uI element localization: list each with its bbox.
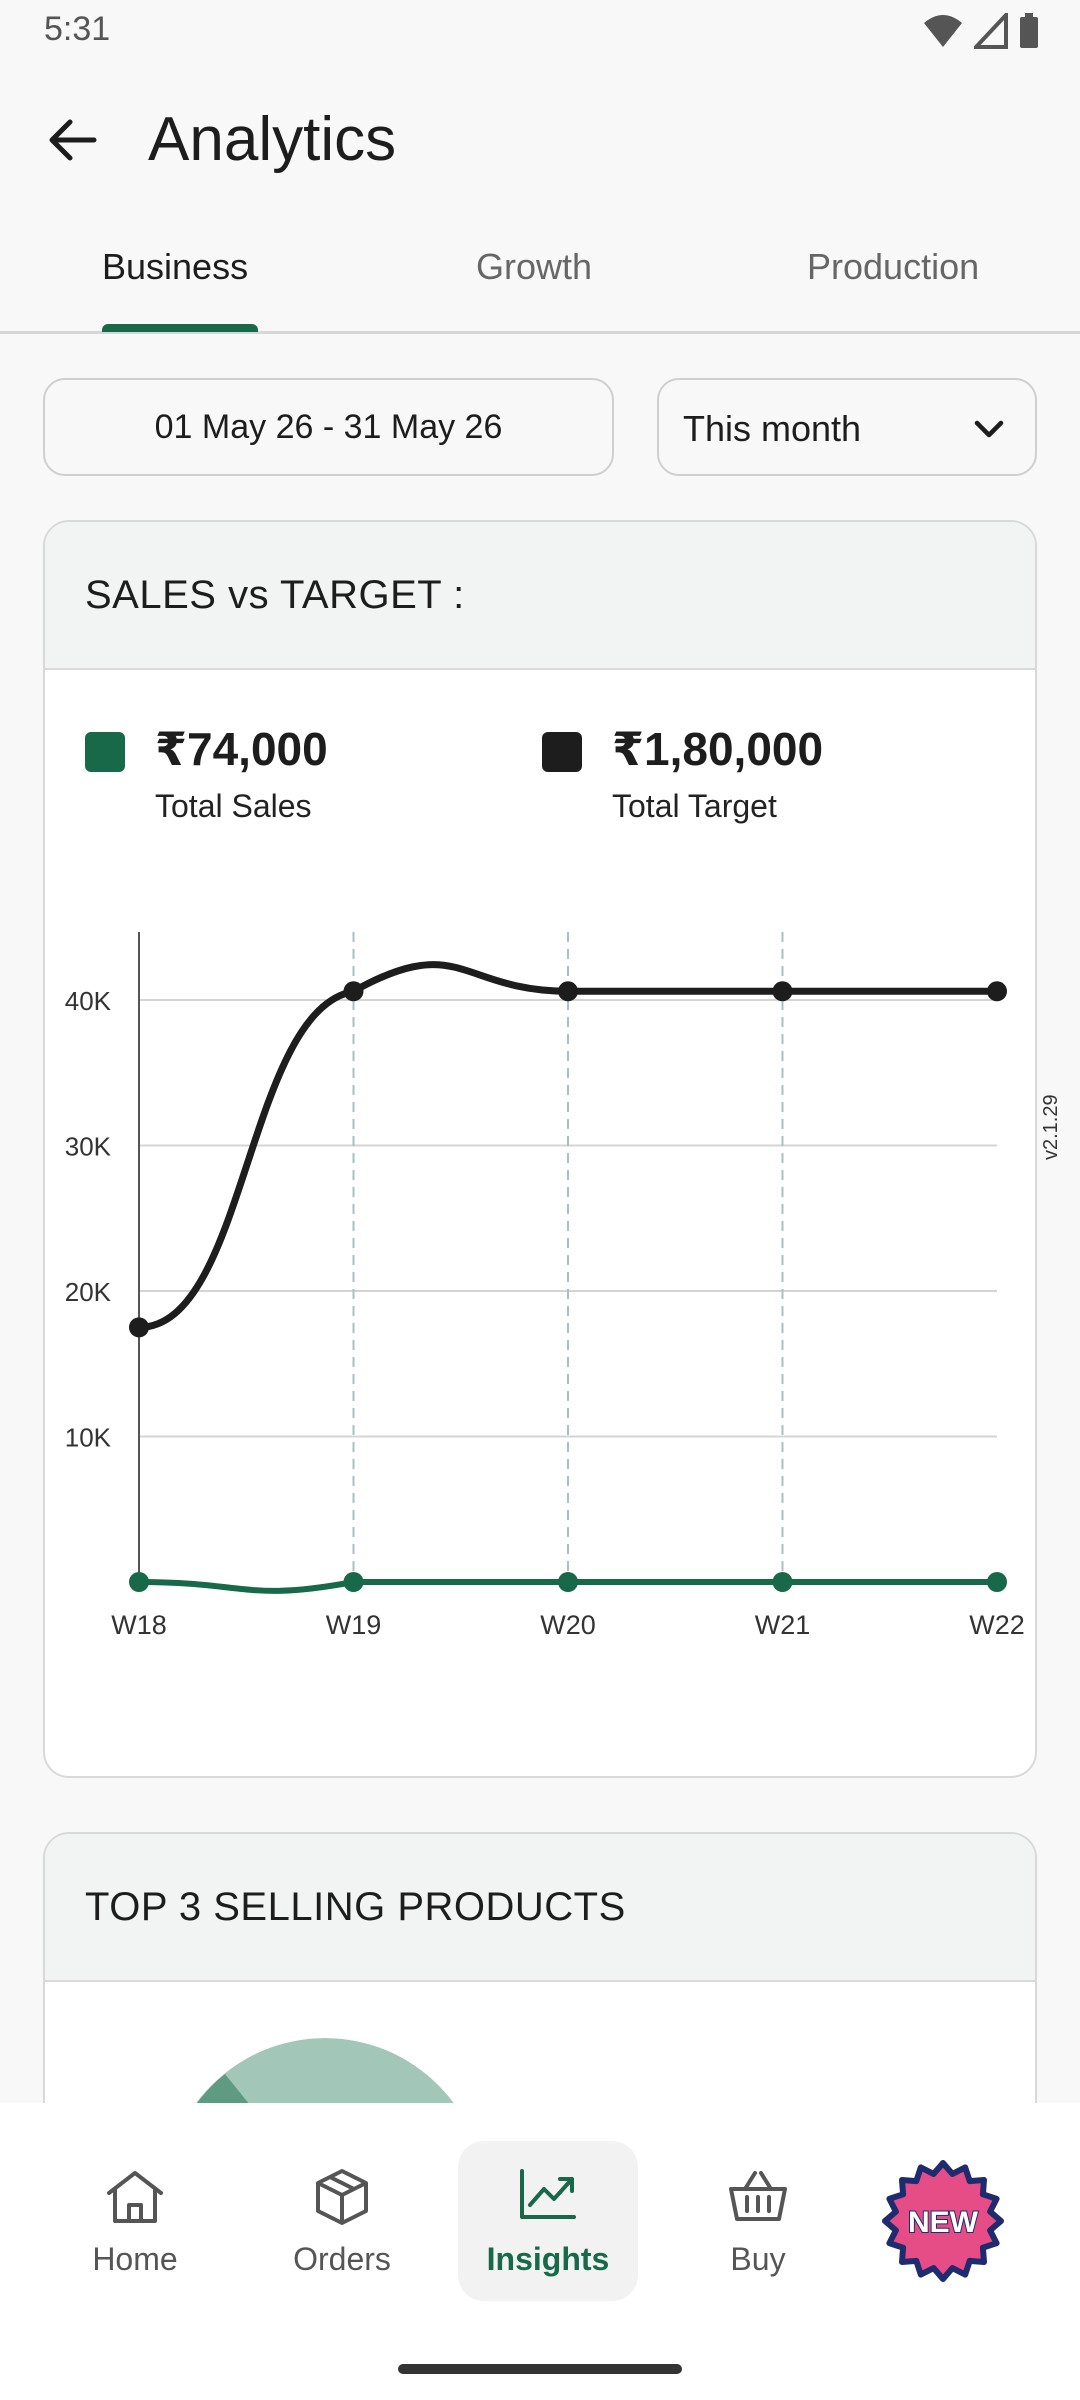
basket-icon xyxy=(729,2171,787,2221)
x-tick-label: W20 xyxy=(540,1610,596,1640)
total-target-label: Total Target xyxy=(612,788,777,824)
data-point xyxy=(343,981,364,1002)
date-range-button[interactable]: 01 May 26 - 31 May 26 xyxy=(43,378,614,476)
starburst-icon: NEW xyxy=(882,2160,1004,2282)
date-range-label: 01 May 26 - 31 May 26 xyxy=(154,407,503,446)
version-label: v2.1.29 xyxy=(1040,1094,1062,1160)
series-line xyxy=(135,961,1001,1331)
nav-orders-label: Orders xyxy=(293,2241,391,2277)
sales-target-line-chart: 10K 20K 30K 40K W18 W19 W20 W21 W22 xyxy=(65,932,1025,1640)
data-point xyxy=(558,1572,578,1592)
nav-home-label: Home xyxy=(92,2241,178,2277)
box-icon xyxy=(316,2169,368,2225)
legend-swatch-target xyxy=(542,732,582,772)
data-point xyxy=(129,1317,149,1338)
tab-bar: Business Growth Production xyxy=(0,226,1080,334)
data-point xyxy=(772,1572,793,1592)
data-point xyxy=(129,1572,149,1592)
x-tick-label: W19 xyxy=(326,1610,382,1640)
active-tab-indicator xyxy=(102,324,258,332)
data-point xyxy=(987,981,1007,1002)
y-tick-label: 10K xyxy=(65,1423,112,1453)
nav-orders[interactable]: Orders xyxy=(252,2141,432,2301)
total-sales-label: Total Sales xyxy=(155,788,312,824)
y-tick-label: 40K xyxy=(65,986,112,1016)
nav-insights[interactable]: Insights xyxy=(458,2141,638,2301)
battery-icon xyxy=(1020,13,1038,48)
nav-buy-label: Buy xyxy=(730,2241,786,2277)
data-point xyxy=(343,1572,364,1592)
nav-insights-label: Insights xyxy=(486,2241,610,2277)
y-tick-label: 20K xyxy=(65,1277,112,1307)
status-time: 5:31 xyxy=(44,10,111,48)
app-bar: Analytics xyxy=(0,90,1080,186)
products-card-title: TOP 3 SELLING PRODUCTS xyxy=(45,1834,1035,1982)
tab-business[interactable]: Business xyxy=(102,246,249,287)
status-icons xyxy=(922,12,1040,50)
x-tick-label: W21 xyxy=(755,1610,811,1640)
trend-chart-icon xyxy=(520,2169,576,2219)
nav-home[interactable]: Home xyxy=(45,2141,225,2301)
period-selected-value: This month xyxy=(683,408,862,449)
status-bar: 5:31 xyxy=(0,0,1080,64)
chart-legend: ₹74,000 Total Sales ₹1,80,000 Total Targ… xyxy=(45,722,1035,832)
total-target-value: ₹1,80,000 xyxy=(612,723,824,775)
cell-signal-icon xyxy=(974,13,1008,49)
arrow-left-icon xyxy=(49,119,97,161)
new-feature-badge[interactable]: NEW xyxy=(880,2158,1006,2284)
period-dropdown[interactable]: This month xyxy=(657,378,1037,476)
data-point xyxy=(772,981,793,1002)
data-point xyxy=(987,1572,1007,1592)
gesture-handle xyxy=(398,2364,682,2374)
new-badge-text: NEW xyxy=(908,2206,979,2239)
chevron-down-icon xyxy=(974,420,1004,438)
x-tick-label: W18 xyxy=(111,1610,167,1640)
tab-growth[interactable]: Growth xyxy=(476,246,593,287)
nav-buy[interactable]: Buy xyxy=(668,2141,848,2301)
sales-vs-target-card: SALES vs TARGET : ₹74,000 Total Sales ₹1… xyxy=(43,520,1037,1778)
page-title: Analytics xyxy=(148,105,397,174)
wifi-icon xyxy=(924,15,962,47)
legend-swatch-sales xyxy=(85,732,125,772)
x-tick-label: W22 xyxy=(969,1610,1025,1640)
sales-card-title: SALES vs TARGET : xyxy=(45,522,1035,670)
home-icon xyxy=(107,2171,163,2223)
back-button[interactable] xyxy=(40,108,104,172)
total-sales-value: ₹74,000 xyxy=(155,723,328,775)
tab-production[interactable]: Production xyxy=(807,246,980,287)
data-point xyxy=(558,981,578,1002)
y-tick-label: 30K xyxy=(65,1132,112,1162)
